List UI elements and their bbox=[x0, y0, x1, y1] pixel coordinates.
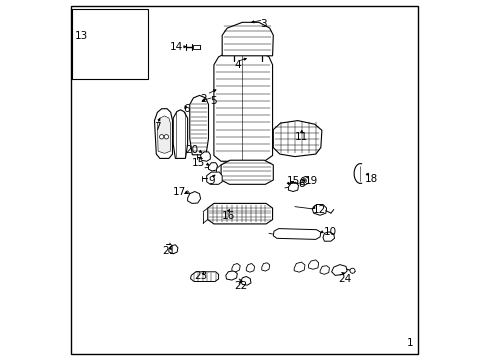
Text: 23: 23 bbox=[194, 271, 207, 281]
Text: 7: 7 bbox=[154, 122, 161, 132]
Text: 16: 16 bbox=[221, 211, 234, 221]
Polygon shape bbox=[190, 272, 218, 282]
Text: 9: 9 bbox=[208, 176, 215, 186]
Polygon shape bbox=[222, 22, 273, 56]
Text: 5: 5 bbox=[210, 96, 217, 107]
Polygon shape bbox=[320, 266, 329, 274]
Polygon shape bbox=[273, 229, 320, 239]
Text: 11: 11 bbox=[294, 132, 307, 143]
Text: 3: 3 bbox=[260, 19, 266, 29]
Text: 15: 15 bbox=[286, 176, 300, 186]
Polygon shape bbox=[235, 58, 265, 148]
Polygon shape bbox=[225, 271, 237, 280]
Circle shape bbox=[349, 268, 354, 273]
Bar bbox=[72, 9, 148, 79]
Polygon shape bbox=[157, 116, 170, 153]
Text: 1: 1 bbox=[406, 338, 412, 348]
Polygon shape bbox=[200, 152, 210, 161]
Text: 14: 14 bbox=[170, 42, 183, 52]
Text: 6: 6 bbox=[183, 104, 190, 114]
Text: 2: 2 bbox=[200, 94, 206, 104]
Polygon shape bbox=[221, 160, 273, 184]
Circle shape bbox=[159, 135, 163, 139]
Bar bbox=[193, 45, 200, 49]
Polygon shape bbox=[294, 262, 305, 272]
Polygon shape bbox=[92, 41, 105, 61]
Polygon shape bbox=[322, 232, 334, 241]
Text: 19: 19 bbox=[305, 176, 318, 186]
Polygon shape bbox=[189, 95, 208, 155]
Polygon shape bbox=[208, 163, 217, 171]
Circle shape bbox=[164, 135, 168, 139]
Text: 13: 13 bbox=[75, 31, 88, 41]
Text: 24: 24 bbox=[337, 274, 350, 284]
Text: 20: 20 bbox=[185, 145, 198, 156]
Polygon shape bbox=[331, 265, 346, 275]
Polygon shape bbox=[246, 264, 254, 272]
Text: 15: 15 bbox=[191, 158, 204, 168]
Text: 4: 4 bbox=[234, 60, 240, 71]
Polygon shape bbox=[206, 172, 222, 184]
Polygon shape bbox=[94, 43, 102, 54]
Text: 12: 12 bbox=[312, 204, 325, 215]
Polygon shape bbox=[308, 260, 318, 269]
Polygon shape bbox=[111, 41, 125, 61]
Polygon shape bbox=[114, 43, 122, 54]
Text: 18: 18 bbox=[364, 174, 377, 184]
Polygon shape bbox=[300, 176, 308, 185]
Polygon shape bbox=[288, 182, 298, 192]
Polygon shape bbox=[213, 50, 272, 161]
Polygon shape bbox=[311, 204, 326, 215]
Text: 10: 10 bbox=[323, 227, 336, 237]
Polygon shape bbox=[207, 203, 272, 224]
Polygon shape bbox=[231, 264, 240, 272]
Polygon shape bbox=[168, 245, 178, 254]
Polygon shape bbox=[154, 109, 172, 158]
Text: 21: 21 bbox=[162, 246, 175, 256]
Text: 8: 8 bbox=[297, 179, 304, 189]
Polygon shape bbox=[173, 110, 187, 158]
Polygon shape bbox=[187, 192, 200, 203]
Text: 17: 17 bbox=[172, 186, 185, 197]
Polygon shape bbox=[273, 121, 321, 157]
Polygon shape bbox=[261, 263, 269, 271]
Polygon shape bbox=[232, 55, 267, 151]
Text: 22: 22 bbox=[234, 281, 247, 291]
Circle shape bbox=[302, 179, 306, 183]
Polygon shape bbox=[241, 276, 250, 285]
